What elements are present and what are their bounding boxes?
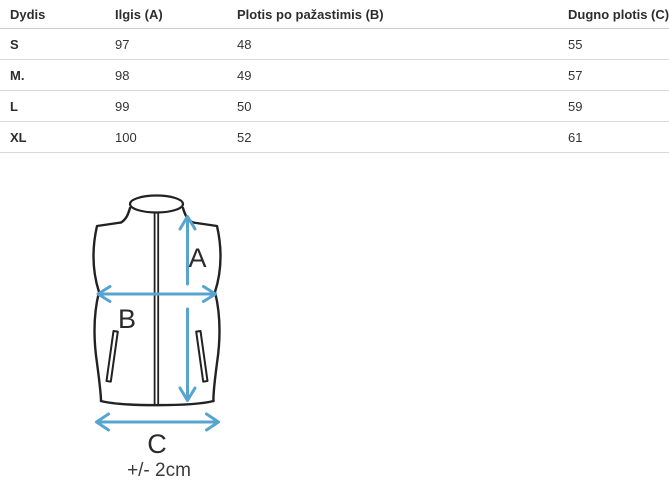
size-cell: M. [0,59,105,91]
size-cell: S [0,28,105,60]
vest-zipper [153,212,160,405]
vest-hem [99,399,215,407]
length-cell: 97 [105,28,227,60]
width-cell: 49 [227,59,558,91]
column-header-size: Dydis [0,0,105,29]
vest-side-right [191,221,222,403]
tolerance-note: +/- 2cm [127,460,191,481]
length-cell: 100 [105,121,227,153]
table-row: S 97 48 55 [0,28,669,60]
vest-side-left [92,221,123,403]
table-row: L 99 50 59 [0,90,669,122]
column-header-length: Ilgis (A) [105,0,227,29]
vest-pocket-left [105,330,119,383]
table-header-row: Dydis Ilgis (A) Plotis po pažastimis (B)… [0,0,669,29]
chest-arrow-b [96,285,217,303]
width-cell: 48 [227,28,558,60]
width-cell: 52 [227,121,558,153]
length-arrow-a [178,215,197,402]
label-b: B [118,304,136,334]
size-table: Dydis Ilgis (A) Plotis po pažastimis (B)… [0,0,669,153]
column-header-bottom: Dugno plotis (C) [558,0,669,29]
bottom-arrow-c [95,412,220,432]
vest-outline [92,194,222,407]
vest-collar-left [119,206,132,224]
width-cell: 50 [227,90,558,122]
table-row: M. 98 49 57 [0,59,669,91]
bottom-cell: 61 [558,121,669,153]
column-header-width: Plotis po pažastimis (B) [227,0,558,29]
vest-pocket-right [195,330,209,383]
label-c: C [147,429,167,459]
vest-neck-opening [128,194,185,214]
label-a: A [188,243,206,273]
size-cell: L [0,90,105,122]
length-cell: 99 [105,90,227,122]
size-cell: XL [0,121,105,153]
bottom-cell: 55 [558,28,669,60]
bottom-cell: 59 [558,90,669,122]
table-row: XL 100 52 61 [0,121,669,153]
length-cell: 98 [105,59,227,91]
bottom-cell: 57 [558,59,669,91]
vest-measurement-diagram: A B C +/- 2cm [92,194,222,481]
measurement-arrows [95,215,220,432]
